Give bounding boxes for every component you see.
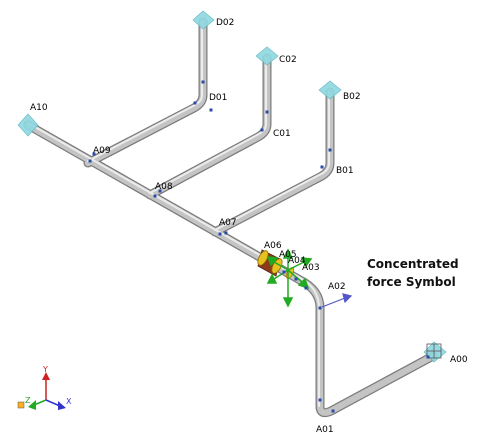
valve-fitting xyxy=(257,249,295,279)
node-label-d01: D01 xyxy=(209,93,227,103)
annotation-line-2: force Symbol xyxy=(367,275,456,289)
force-vector-a02 xyxy=(321,293,353,308)
node-dot xyxy=(320,165,324,169)
anchor-a10 xyxy=(17,113,39,137)
axis-label-z: Z xyxy=(25,396,31,405)
node-dot xyxy=(193,101,197,105)
pipe-branch-d xyxy=(83,17,208,168)
anchor-a00-box xyxy=(426,343,442,359)
node-label-a09: A09 xyxy=(93,146,111,156)
node-dot xyxy=(153,194,157,198)
node-label-a08: A08 xyxy=(155,182,173,192)
node-dot xyxy=(218,232,222,236)
node-label-a06: A06 xyxy=(264,241,282,251)
node-label-a05: A05 xyxy=(279,250,297,260)
node-label-b01: B01 xyxy=(336,166,354,176)
node-dot xyxy=(209,108,213,112)
anchor-symbols xyxy=(17,10,447,363)
axis-triad: Y X Z xyxy=(17,365,72,410)
anchor-b02 xyxy=(318,80,342,100)
annotation-line-1: Concentrated xyxy=(367,257,459,271)
anchor-d02 xyxy=(192,10,215,30)
x-axis-arrow-icon xyxy=(58,401,66,410)
pipe-branch-b xyxy=(210,87,335,237)
concentrated-force-annotation: Concentrated force Symbol xyxy=(367,257,459,289)
node-dot xyxy=(318,398,322,402)
node-dot xyxy=(331,409,335,413)
y-axis-arrow-icon xyxy=(42,372,50,380)
pipe-network xyxy=(23,17,438,418)
node-dot xyxy=(158,189,162,193)
node-label-a10: A10 xyxy=(30,103,48,113)
node-label-a03: A03 xyxy=(302,263,320,273)
node-dot xyxy=(260,128,264,132)
anchor-c02 xyxy=(255,46,279,66)
node-dot xyxy=(92,152,96,156)
z-axis-arrow-icon xyxy=(28,400,36,410)
axis-label-y: Y xyxy=(42,365,48,374)
node-dots xyxy=(88,80,430,413)
node-dot xyxy=(282,270,286,274)
concentrated-force-symbol xyxy=(266,248,313,308)
node-dot xyxy=(318,306,322,310)
node-label-a01: A01 xyxy=(316,425,334,435)
node-label-d02: D02 xyxy=(216,18,234,28)
node-label-b02: B02 xyxy=(343,92,361,102)
node-label-c01: C01 xyxy=(273,129,291,139)
node-dot xyxy=(328,148,332,152)
node-dot xyxy=(265,110,269,114)
node-label-c02: C02 xyxy=(279,55,297,65)
node-dot xyxy=(88,159,92,163)
node-dot xyxy=(426,355,430,359)
node-dot xyxy=(224,231,228,235)
node-label-a00: A00 xyxy=(450,355,468,365)
axis-label-x: X xyxy=(66,397,72,406)
node-label-a04: A04 xyxy=(288,256,306,266)
node-dot xyxy=(294,277,298,281)
node-label-a02: A02 xyxy=(328,282,346,292)
node-labels: D02 D01 C02 C01 B02 B01 A10 A09 A08 A07 … xyxy=(30,18,468,435)
node-label-a07: A07 xyxy=(219,218,237,228)
node-dot xyxy=(304,286,308,290)
node-dot xyxy=(201,80,205,84)
